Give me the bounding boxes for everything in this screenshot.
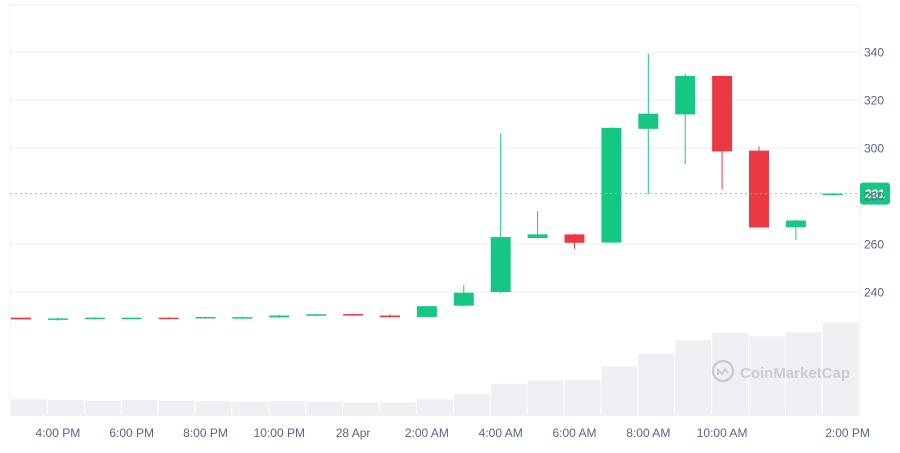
volume-bar xyxy=(306,401,343,415)
candle-body xyxy=(785,220,806,228)
volume-bar xyxy=(416,399,453,415)
candle-body xyxy=(675,76,696,115)
candle xyxy=(269,315,290,319)
candle xyxy=(343,313,364,316)
candle xyxy=(785,219,806,241)
coinmarketcap-logo-icon xyxy=(711,359,735,383)
candle-body xyxy=(380,315,400,318)
candle-body xyxy=(822,193,843,196)
x-tick-label: 10:00 AM xyxy=(697,426,748,440)
volume-bar xyxy=(601,366,638,415)
candle-body xyxy=(306,314,327,316)
y-axis: 240 260 280 300 320 340 xyxy=(864,46,884,300)
x-tick-label: 28 Apr xyxy=(336,426,371,440)
x-tick-label: 2:00 PM xyxy=(825,426,870,440)
candle-body xyxy=(158,317,179,320)
candle-body xyxy=(490,237,511,292)
candle-body xyxy=(232,317,253,319)
candle-body xyxy=(121,317,142,320)
candles-layer xyxy=(11,53,843,321)
candle xyxy=(749,146,769,228)
y-tick-label: 300 xyxy=(864,142,884,156)
volume-bar xyxy=(195,401,232,415)
candle-body xyxy=(195,316,216,319)
current-price-label: 281 xyxy=(865,187,885,201)
volume-bar xyxy=(158,400,195,415)
candle-body xyxy=(527,234,548,238)
volume-bar xyxy=(380,402,416,415)
candle-body xyxy=(564,234,585,243)
watermark: CoinMarketCap xyxy=(711,359,850,383)
x-axis: 4:00 PM 6:00 PM 8:00 PM 10:00 PM 28 Apr 2:00 … xyxy=(36,426,870,440)
candle xyxy=(638,53,659,195)
candle-body xyxy=(84,317,105,320)
candle-body xyxy=(416,306,437,317)
current-price-layer: 281 xyxy=(10,182,890,205)
y-tick-label: 240 xyxy=(864,286,884,300)
x-tick-label: 4:00 PM xyxy=(36,426,81,440)
volume-bar xyxy=(527,380,564,415)
volume-bar xyxy=(749,336,785,415)
candle-body xyxy=(601,127,622,243)
candle-body xyxy=(47,318,68,320)
x-tick-label: 8:00 PM xyxy=(183,426,228,440)
current-price-badge xyxy=(860,182,890,205)
candle xyxy=(712,75,733,190)
x-tick-label: 6:00 AM xyxy=(552,426,596,440)
volume-bar xyxy=(269,401,306,415)
candle xyxy=(380,314,400,318)
volume-bar xyxy=(785,332,822,415)
candle xyxy=(453,284,474,307)
candle xyxy=(121,317,142,320)
volume-bar xyxy=(564,379,601,415)
x-tick-label: 2:00 AM xyxy=(405,426,449,440)
y-tick-label: 280 xyxy=(864,190,884,204)
candle xyxy=(47,317,68,321)
volume-bar xyxy=(11,399,47,415)
candle-body xyxy=(712,76,733,152)
volume-bar xyxy=(675,340,712,415)
volume-bar xyxy=(47,400,84,415)
volume-bar xyxy=(453,394,490,415)
volume-bar xyxy=(822,322,859,415)
volume-bar xyxy=(343,402,379,415)
candle xyxy=(306,313,327,316)
candle xyxy=(564,233,585,249)
volume-bar xyxy=(638,353,675,415)
y-tick-label: 340 xyxy=(864,46,884,60)
candle xyxy=(490,133,511,294)
volume-layer xyxy=(11,322,859,415)
candle xyxy=(11,317,31,320)
candle xyxy=(822,192,843,196)
candle-body xyxy=(453,292,474,306)
candle xyxy=(601,127,622,243)
x-tick-label: 8:00 AM xyxy=(626,426,670,440)
volume-bar xyxy=(232,401,269,415)
x-tick-label: 10:00 PM xyxy=(254,426,305,440)
candle xyxy=(527,210,548,239)
candle xyxy=(84,317,105,320)
volume-bar xyxy=(84,400,121,415)
y-tick-label: 260 xyxy=(864,238,884,252)
candle-body xyxy=(269,315,290,318)
candle-body xyxy=(638,113,659,129)
candle xyxy=(158,317,179,320)
candle-body xyxy=(749,150,769,228)
volume-bar xyxy=(121,400,158,415)
candle xyxy=(675,73,696,165)
candle xyxy=(232,316,253,319)
candle-body xyxy=(343,314,364,316)
watermark-text: CoinMarketCap xyxy=(740,365,850,382)
candle xyxy=(416,305,437,318)
x-tick-label: 4:00 AM xyxy=(479,426,523,440)
volume-bar xyxy=(490,383,527,415)
x-tick-label: 6:00 PM xyxy=(109,426,154,440)
candle-body xyxy=(11,317,31,320)
candle xyxy=(195,316,216,319)
y-tick-label: 320 xyxy=(864,94,884,108)
